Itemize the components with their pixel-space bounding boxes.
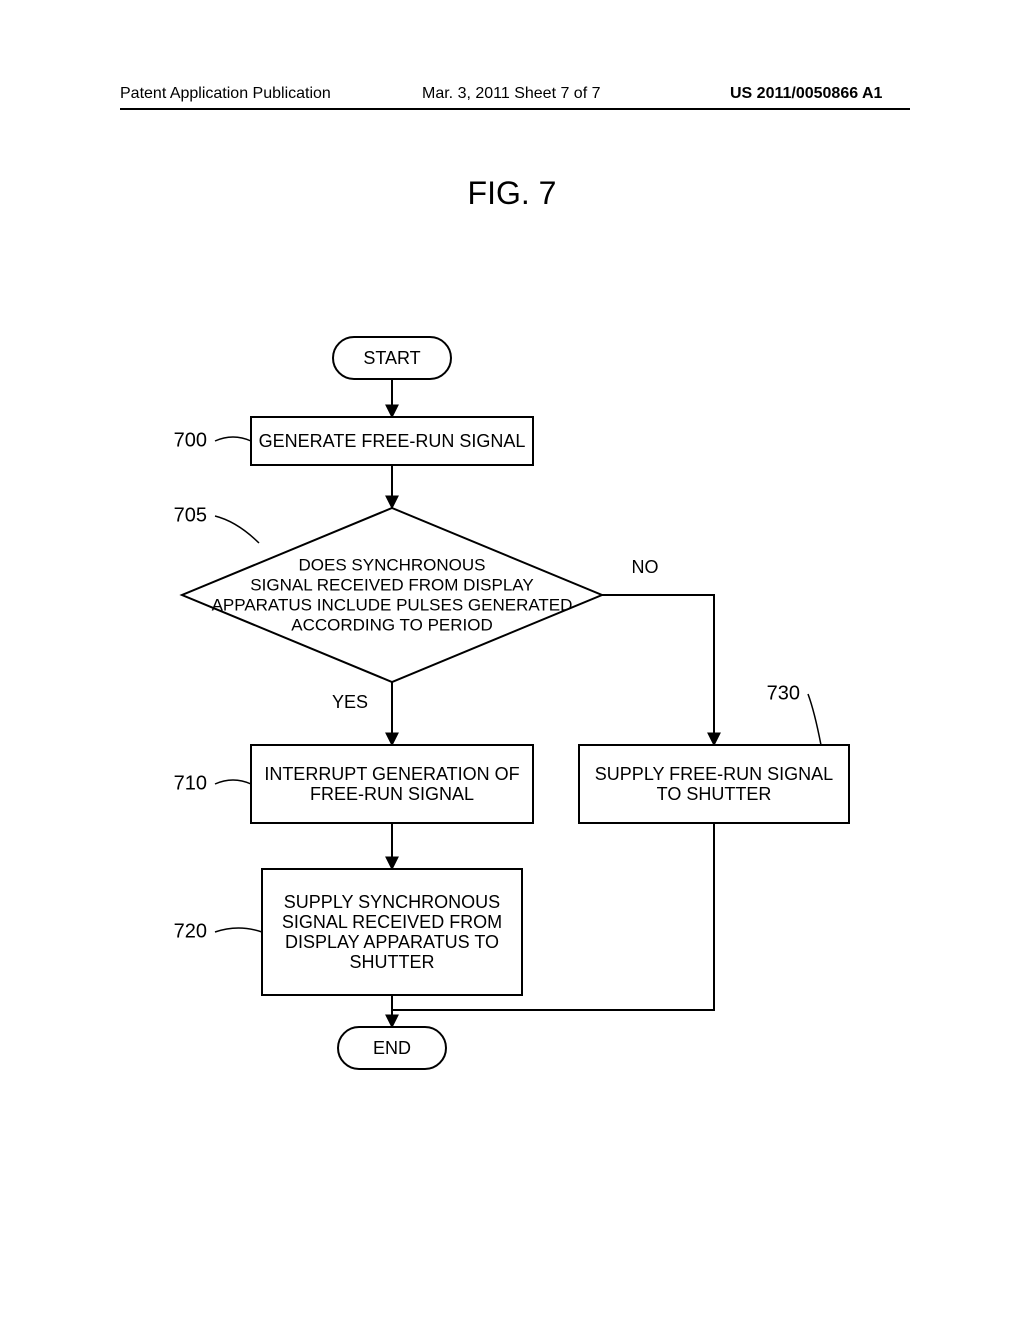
node-label-line: SUPPLY FREE-RUN SIGNAL (595, 764, 833, 784)
node-end: END (338, 1027, 446, 1069)
node-label-line: SIGNAL RECEIVED FROM DISPLAY (250, 575, 533, 594)
node-n720: SUPPLY SYNCHRONOUSSIGNAL RECEIVED FROMDI… (262, 869, 522, 995)
node-n700: GENERATE FREE-RUN SIGNAL (251, 417, 533, 465)
edge (602, 595, 714, 745)
flowchart-svg: START GENERATE FREE-RUN SIGNAL DOES SYNCHR… (0, 0, 1024, 1320)
node-n710: INTERRUPT GENERATION OFFREE-RUN SIGNAL (251, 745, 533, 823)
ref-leader (215, 780, 251, 784)
node-label: START (363, 348, 420, 368)
ref-r700: 700 (174, 429, 207, 451)
ref-leader (808, 694, 821, 745)
node-label-line: ACCORDING TO PERIOD (291, 615, 493, 634)
node-label-line: SIGNAL RECEIVED FROM (282, 912, 502, 932)
ref-r710: 710 (174, 772, 207, 794)
page-root: Patent Application Publication Mar. 3, 2… (0, 0, 1024, 1320)
branch-label-yes: YES (332, 692, 368, 712)
node-label-line: DOES SYNCHRONOUS (298, 555, 485, 574)
node-label-line: INTERRUPT GENERATION OF (264, 764, 519, 784)
ref-r720: 720 (174, 920, 207, 942)
node-label-line: DISPLAY APPARATUS TO (285, 932, 499, 952)
node-label-line: APPARATUS INCLUDE PULSES GENERATED (212, 595, 573, 614)
node-label-line: TO SHUTTER (657, 784, 772, 804)
branch-label-no: NO (632, 557, 659, 577)
node-start: START (333, 337, 451, 379)
node-label-line: SUPPLY SYNCHRONOUS (284, 892, 500, 912)
ref-leader (215, 437, 251, 441)
ref-r730: 730 (767, 682, 800, 704)
ref-r705: 705 (174, 504, 207, 526)
ref-leader (215, 928, 262, 932)
node-n730: SUPPLY FREE-RUN SIGNALTO SHUTTER (579, 745, 849, 823)
node-d705: DOES SYNCHRONOUSSIGNAL RECEIVED FROM DIS… (182, 508, 602, 682)
node-label: END (373, 1038, 411, 1058)
ref-leader (215, 516, 259, 543)
node-label-line: GENERATE FREE-RUN SIGNAL (259, 431, 526, 451)
node-label-line: SHUTTER (350, 952, 435, 972)
node-label-line: FREE-RUN SIGNAL (310, 784, 474, 804)
